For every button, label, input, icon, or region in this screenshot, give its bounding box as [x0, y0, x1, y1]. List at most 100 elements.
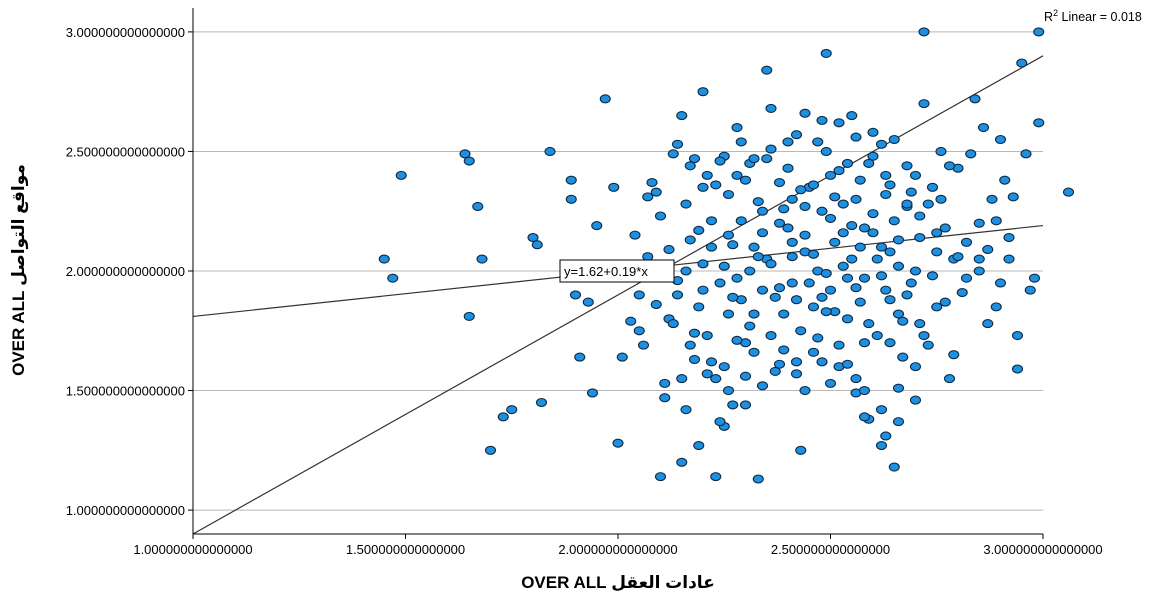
scatter-point [824, 378, 837, 388]
y-tick-label: 1.000000000000000 [66, 503, 185, 518]
scatter-point [790, 369, 803, 379]
scatter-point [497, 412, 509, 422]
scatter-point [816, 357, 828, 367]
scatter-point [718, 261, 730, 271]
scatter-point [705, 216, 718, 226]
scatter-point [824, 285, 837, 295]
scatter-point [888, 216, 900, 226]
scatter-point [387, 273, 399, 283]
scatter-point [943, 374, 956, 384]
scatter-point [676, 374, 688, 384]
scatter-point [918, 99, 930, 109]
scatter-point [880, 189, 892, 200]
scatter-point [867, 127, 879, 137]
scatter-point [761, 154, 773, 164]
scatter-point [544, 146, 556, 157]
scatter-point [799, 201, 811, 211]
scatter-point [918, 331, 930, 341]
scatter-point [935, 146, 947, 157]
scatter-point [914, 211, 926, 221]
scatter-point [688, 354, 701, 365]
scatter-point [769, 292, 781, 302]
scatter-point [880, 431, 892, 441]
scatter-point [752, 474, 764, 484]
scatter-point [676, 457, 688, 467]
scatter-point [1007, 192, 1019, 202]
scatter-point [799, 108, 811, 118]
scatter-point [914, 232, 926, 243]
scatter-point [909, 170, 922, 180]
scatter-point [875, 139, 888, 149]
scatter-point [807, 249, 820, 259]
scatter-point [952, 252, 964, 262]
scatter-point [599, 94, 611, 104]
scatter-point [484, 445, 497, 455]
x-tick-label: 1.000000000000000 [133, 542, 252, 557]
scatter-point [892, 235, 905, 245]
scatter-point [769, 366, 781, 376]
scatter-point [897, 352, 909, 362]
tick-labels: 1.000000000000000 1.500000000000000 2.0000… [66, 25, 1103, 557]
scatter-point [574, 352, 586, 362]
x-axis-title: عادات العقل OVER ALL [521, 573, 715, 592]
scatter-point [901, 199, 913, 209]
scatter-point [846, 111, 858, 121]
scatter-point [612, 438, 624, 448]
scatter-point [948, 350, 960, 360]
scatter-point [960, 273, 973, 283]
scatter-point [931, 247, 943, 257]
scatter-point [863, 158, 875, 168]
scatter-point [858, 223, 871, 233]
scatter-point [782, 223, 794, 233]
scatter-point [807, 180, 820, 190]
scatter-point [824, 170, 837, 180]
scatter-point [909, 266, 922, 276]
scatter-point [667, 149, 679, 159]
y-axis-title: مواقع التواصل OVER ALL [9, 164, 29, 376]
scatter-point [650, 187, 662, 197]
scatter-point [795, 445, 807, 455]
scatter-point [752, 197, 764, 207]
scatter-point [820, 146, 832, 157]
scatter-point [922, 340, 934, 350]
scatter-point [688, 328, 701, 338]
scatter-point [790, 295, 803, 305]
scatter-point [1024, 285, 1036, 295]
scatter-point [646, 177, 658, 188]
scatter-point [697, 182, 709, 192]
scatter-point [395, 170, 407, 180]
scatter-point [914, 319, 926, 329]
scatter-point [378, 254, 390, 264]
scatter-point [982, 319, 994, 329]
scatter-point [973, 218, 985, 228]
x-tick-label: 2.000000000000000 [558, 542, 677, 557]
scatter-point [680, 405, 692, 415]
scatter-point [820, 307, 832, 317]
scatter-point [671, 290, 684, 300]
scatter-point [722, 385, 735, 396]
scatter-point [820, 48, 832, 58]
y-tick-label: 3.000000000000000 [66, 25, 185, 40]
scatter-point [778, 309, 790, 319]
scatter-point [1011, 331, 1024, 341]
scatter-point [846, 254, 858, 264]
scatter-point [765, 331, 777, 341]
scatter-point [629, 230, 641, 240]
scatter-point [846, 221, 858, 231]
scatter-point [829, 192, 841, 202]
scatter-point [884, 338, 896, 348]
scatter-point [850, 132, 862, 142]
scatter-point [973, 266, 985, 276]
scatter-point [765, 259, 777, 269]
scatter-point [880, 285, 892, 295]
scatter-point [710, 180, 722, 190]
scatter-point [727, 240, 739, 250]
scatter-point [476, 254, 488, 264]
y-tick-label: 2.000000000000000 [66, 264, 185, 279]
r2-label: R2 Linear = 0.018 [1044, 8, 1142, 24]
scatter-point [909, 395, 922, 405]
scatter-point [748, 347, 760, 357]
scatter-point [731, 122, 743, 133]
scatter-point [697, 285, 709, 295]
